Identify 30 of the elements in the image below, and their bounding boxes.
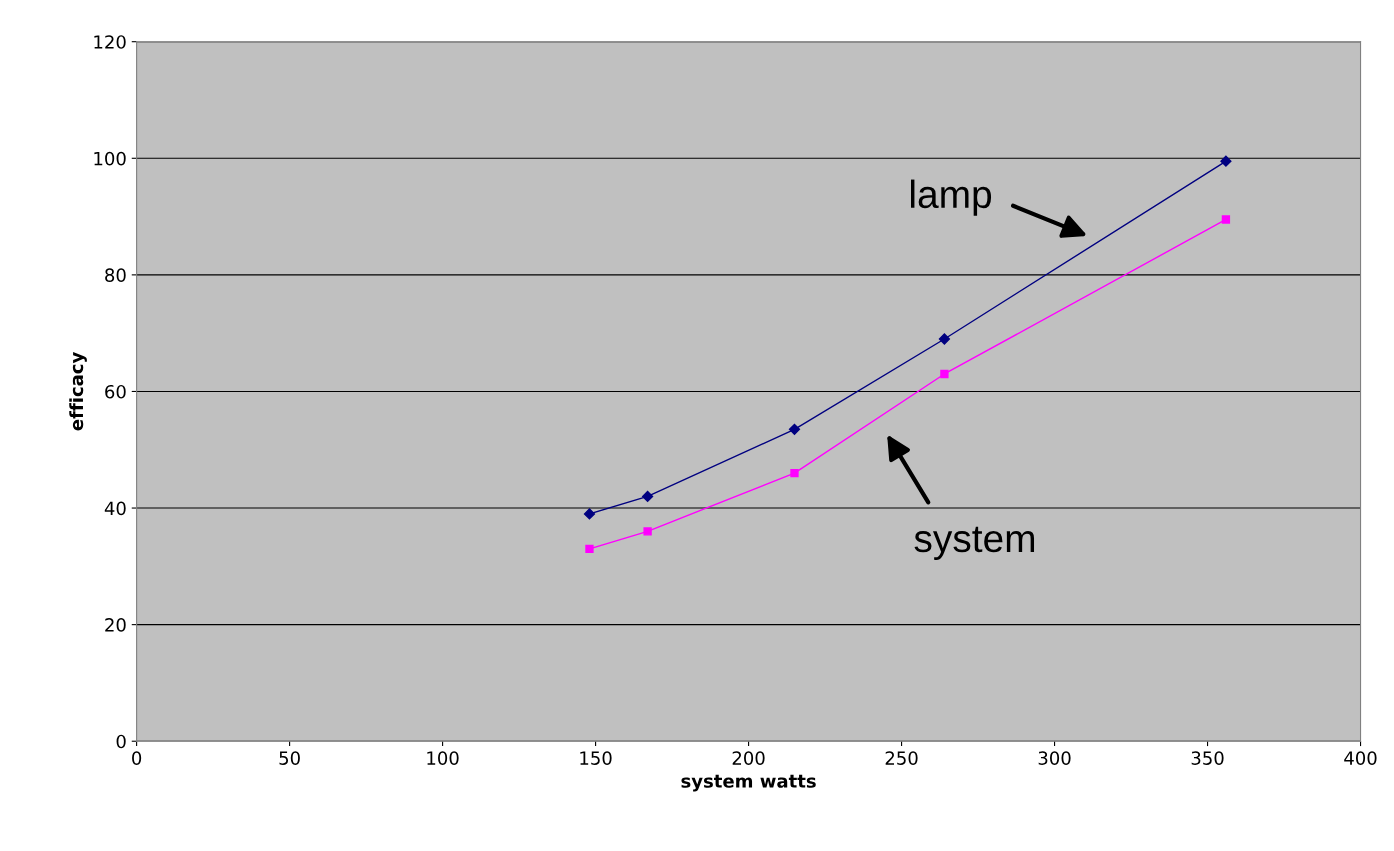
x-tick-label: 150 (580, 751, 612, 765)
y-tick-label: 20 (105, 618, 126, 632)
y-tick-label: 80 (105, 268, 126, 282)
point (641, 490, 654, 502)
point (643, 527, 652, 536)
x-tick-label: 300 (1038, 751, 1071, 765)
annotation: lamp (911, 179, 992, 216)
y-tick-label: 120 (94, 35, 126, 49)
x-tick-label: 100 (427, 751, 459, 765)
x-tick-label: 200 (732, 751, 765, 765)
y-axis-title: efficacy (69, 352, 87, 431)
annotation: system (914, 526, 1035, 560)
x-tick-label: 250 (885, 751, 918, 765)
y-tick-label: 100 (94, 151, 126, 166)
y-tick-label: 40 (104, 501, 126, 516)
point (938, 333, 951, 345)
x-tick-label: 50 (279, 751, 300, 765)
y-tick-label: 60 (105, 384, 126, 399)
point (788, 423, 801, 435)
point (790, 468, 799, 478)
point (1221, 215, 1231, 224)
x-tick-label: 350 (1191, 751, 1224, 765)
point (940, 369, 949, 379)
x-tick-label: 400 (1344, 751, 1377, 765)
point (1220, 155, 1232, 167)
point (583, 508, 596, 520)
point (585, 544, 594, 554)
x-tick-label: 0 (132, 751, 142, 765)
y-tick-label: 0 (116, 734, 126, 749)
x-axis-title: system watts (681, 774, 816, 792)
